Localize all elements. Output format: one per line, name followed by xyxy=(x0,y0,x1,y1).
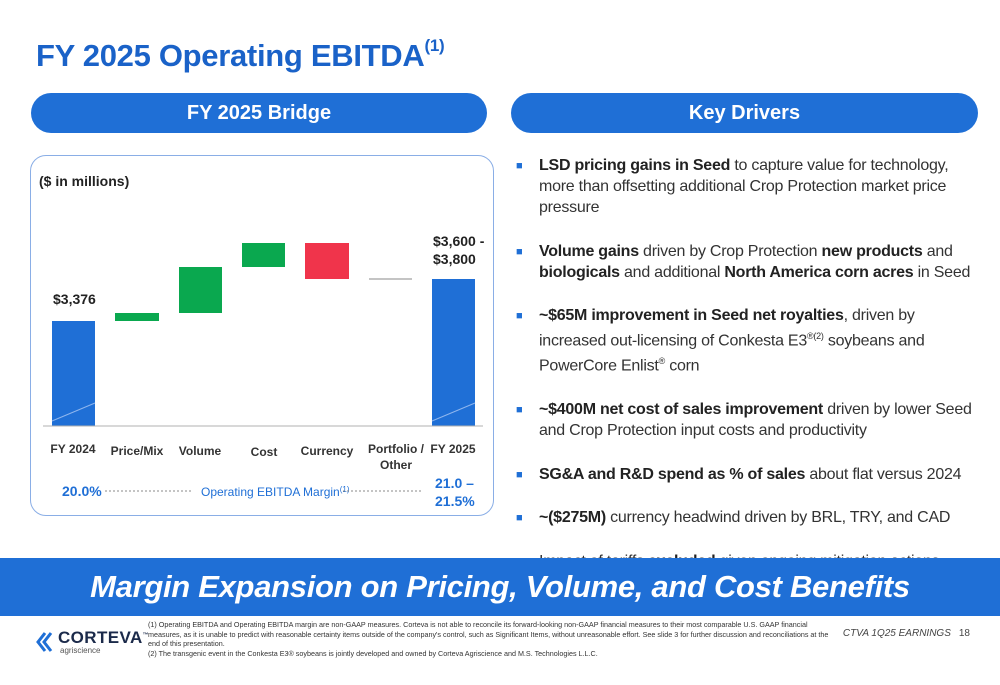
driver-text: and additional xyxy=(619,263,725,281)
driver-text: LSD pricing gains in Seed xyxy=(539,157,731,174)
driver-text: ~$65M improvement in Seed net royalties xyxy=(539,307,844,324)
driver-text: , driven by increased out-licensing of C… xyxy=(539,307,915,350)
end-value-label-2: $3,800 xyxy=(433,251,476,267)
bullet-icon: ■ xyxy=(516,404,523,417)
start-value-label: $3,376 xyxy=(53,291,96,307)
corteva-logo-icon xyxy=(36,632,53,652)
bullet-icon: ■ xyxy=(516,160,523,172)
driver-text: ~($275M) xyxy=(539,509,606,527)
bridge-header: FY 2025 Bridge xyxy=(31,93,487,133)
cat-label-price-mix: Price/Mix xyxy=(111,444,164,458)
driver-text: to capture value for technology, more th… xyxy=(539,157,949,216)
driver-item: ■ LSD pricing gains in Seed to capture va… xyxy=(514,155,984,218)
driver-text: ® xyxy=(658,356,666,367)
footer: CTVA 1Q25 EARNINGS 18 xyxy=(843,628,970,639)
units-note: ($ in millions) xyxy=(39,173,129,189)
cat-label-fy2025: FY 2025 xyxy=(430,442,475,456)
end-value-label-1: $3,600 - xyxy=(433,233,485,249)
cat-label-currency: Currency xyxy=(301,444,354,458)
bar-fy2024-shine xyxy=(51,402,96,422)
bar-fy2025-shine xyxy=(431,402,476,422)
corteva-logo: CORTEVA™ agriscience xyxy=(34,627,149,659)
bullet-icon: ■ xyxy=(516,245,523,258)
driver-text: SG&A and R&D spend as % of sales xyxy=(539,465,806,483)
margin-end-value-1: 21.0 – xyxy=(435,475,474,491)
driver-text: ®(2) xyxy=(807,331,824,341)
driver-text: driven by Crop Protection xyxy=(638,242,822,260)
driver-text: currency headwind driven by BRL, TRY, an… xyxy=(605,509,951,527)
bullet-icon: ■ xyxy=(516,468,523,481)
key-drivers-list: ■ LSD pricing gains in Seed to capture va… xyxy=(514,155,984,594)
driver-text: new products xyxy=(821,242,923,260)
bar-fy2024 xyxy=(52,321,95,426)
cat-label-other: Other xyxy=(380,458,412,472)
driver-text: ~$400M net cost of sales improvement xyxy=(539,401,823,419)
bar-price-mix xyxy=(115,313,159,321)
headline-banner: Margin Expansion on Pricing, Volume, and… xyxy=(0,558,1000,616)
ebitda-bridge-chart: ($ in millions) $3,376 $3,600 - $3,800 F… xyxy=(30,155,494,516)
driver-text: soybeans and PowerCore Enlist xyxy=(539,332,925,375)
bar-fy2025 xyxy=(432,279,475,426)
driver-text: corn xyxy=(665,357,700,375)
report-name: CTVA 1Q25 EARNINGS xyxy=(842,628,951,639)
margin-start-value: 20.0% xyxy=(62,483,102,499)
driver-item: ■ SG&A and R&D spend as % of sales about … xyxy=(514,464,984,485)
footnotes: (1) Operating EBITDA and Operating EBITD… xyxy=(148,620,838,658)
driver-text: Volume gains xyxy=(539,242,639,260)
bar-cost xyxy=(242,243,285,267)
logo-subtitle: agriscience xyxy=(60,646,101,655)
driver-item: ■ ~$400M net cost of sales improvement dr… xyxy=(514,399,984,441)
key-drivers-header: Key Drivers xyxy=(511,93,978,133)
driver-text: in Seed xyxy=(913,263,971,281)
bullet-icon: ■ xyxy=(516,512,523,525)
margin-label: Operating EBITDA Margin(1) xyxy=(201,485,350,499)
driver-item: ■ Volume gains driven by Crop Protection … xyxy=(514,241,984,283)
driver-text: biologicals xyxy=(539,263,620,281)
driver-item: ■ ~($275M) currency headwind driven by BR… xyxy=(514,507,984,528)
bullet-icon: ■ xyxy=(516,310,523,322)
footnote-2: (2) The transgenic event in the Conkesta… xyxy=(148,648,598,658)
cat-label-cost: Cost xyxy=(251,445,278,459)
driver-text: and xyxy=(922,242,953,260)
bar-currency xyxy=(305,243,349,279)
bar-volume xyxy=(179,267,222,313)
cat-label-volume: Volume xyxy=(179,444,222,458)
page-title: FY 2025 Operating EBITDA(1) xyxy=(36,35,445,73)
driver-text: North America corn acres xyxy=(724,263,914,281)
bridge-svg: ($ in millions) $3,376 $3,600 - $3,800 F… xyxy=(39,173,485,509)
cat-label-fy2024: FY 2024 xyxy=(50,442,95,456)
logo-wordmark: CORTEVA™ xyxy=(58,628,150,647)
driver-text: about flat versus 2024 xyxy=(805,465,962,483)
footnote-1: (1) Operating EBITDA and Operating EBITD… xyxy=(148,620,829,649)
driver-text: driven by lower Seed and Crop Protection… xyxy=(539,401,972,440)
cat-label-portfolio: Portfolio / xyxy=(368,442,425,456)
driver-item: ■ ~$65M improvement in Seed net royalties… xyxy=(514,305,984,377)
margin-end-value-2: 21.5% xyxy=(435,493,475,509)
page-number: 18 xyxy=(958,628,970,639)
